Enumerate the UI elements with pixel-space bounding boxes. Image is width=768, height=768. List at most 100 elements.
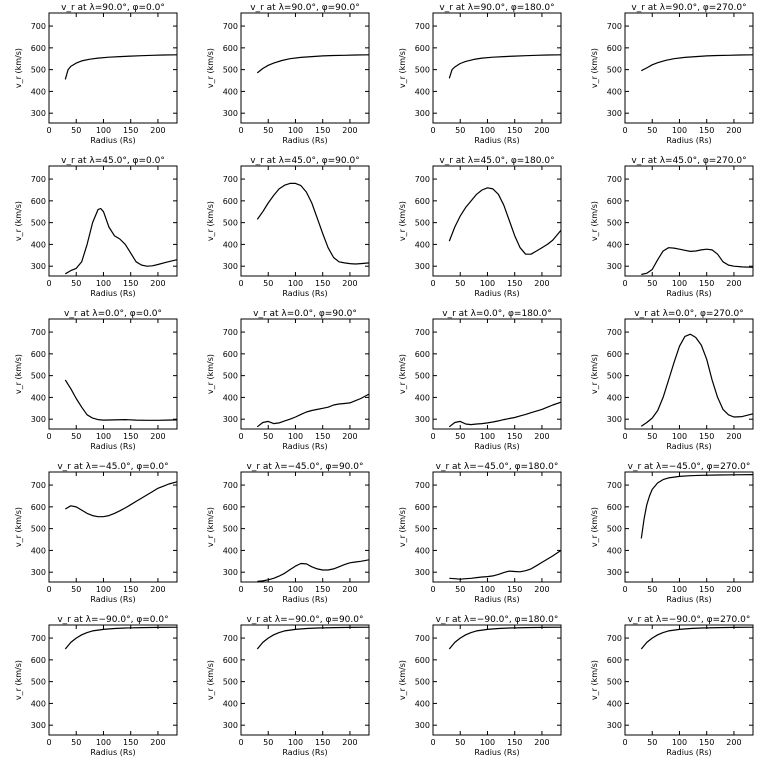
x-tick-label: 200 <box>150 432 165 441</box>
subplot-10: 0 50 100 150 200 300 400 500 600 700 v_r at λ=0.0°… <box>398 309 562 451</box>
x-tick-label: 50 <box>647 585 657 594</box>
y-tick-label: 500 <box>607 372 622 381</box>
y-tick-label: 700 <box>607 481 622 490</box>
x-tick-label: 150 <box>123 279 138 288</box>
x-tick-label: 100 <box>672 126 687 135</box>
y-tick-label: 400 <box>415 87 430 96</box>
y-tick-label: 400 <box>31 240 46 249</box>
x-tick-label: 50 <box>647 432 657 441</box>
subplot-5: 0 50 100 150 200 300 400 500 600 700 v_r at λ=45.0… <box>206 156 370 298</box>
y-tick-label: 500 <box>31 525 46 534</box>
subplot-0: 0 50 100 150 200 300 400 500 600 700 v_r at λ=90.0… <box>14 3 178 145</box>
y-tick-label: 300 <box>31 109 46 118</box>
y-tick-label: 500 <box>607 678 622 687</box>
x-tick-label: 200 <box>534 279 549 288</box>
y-tick-label: 500 <box>223 372 238 381</box>
y-axis-label: v_r (km/s) <box>206 354 215 394</box>
y-tick-label: 300 <box>607 721 622 730</box>
plot-frame <box>432 12 562 124</box>
y-axis-label: v_r (km/s) <box>398 48 407 88</box>
x-tick-label: 150 <box>123 738 138 747</box>
x-tick-label: 0 <box>430 432 435 441</box>
y-tick-label: 400 <box>31 699 46 708</box>
series-line <box>64 626 178 650</box>
x-tick-label: 0 <box>622 585 627 594</box>
y-tick-label: 400 <box>607 546 622 555</box>
x-tick-label: 100 <box>480 738 495 747</box>
x-tick-label: 100 <box>480 126 495 135</box>
subplot-15: 0 50 100 150 200 300 400 500 600 700 v_r at λ=−45.… <box>590 462 754 604</box>
x-axis-label: Radius (Rs) <box>90 136 135 145</box>
x-tick-label: 200 <box>534 432 549 441</box>
y-axis-label: v_r (km/s) <box>14 660 23 700</box>
y-axis-label: v_r (km/s) <box>14 48 23 88</box>
subplot-title: v_r at λ=−45.0°, φ=0.0° <box>57 462 168 472</box>
series-line <box>641 54 754 72</box>
y-tick-label: 300 <box>415 109 430 118</box>
y-tick-label: 600 <box>607 350 622 359</box>
y-tick-label: 400 <box>223 393 238 402</box>
subplot-19: 0 50 100 150 200 300 400 500 600 700 v_r at λ=−90.… <box>590 615 754 757</box>
x-tick-label: 50 <box>455 279 465 288</box>
x-tick-label: 100 <box>672 432 687 441</box>
plot-frame <box>432 624 562 736</box>
y-tick-label: 700 <box>415 634 430 643</box>
x-tick-label: 100 <box>672 279 687 288</box>
x-axis-label: Radius (Rs) <box>666 289 711 298</box>
plot-frame <box>240 318 370 430</box>
x-tick-label: 150 <box>699 126 714 135</box>
x-tick-label: 100 <box>288 432 303 441</box>
x-tick-label: 200 <box>534 585 549 594</box>
x-tick-label: 0 <box>430 738 435 747</box>
x-tick-label: 50 <box>263 585 273 594</box>
y-tick-label: 300 <box>415 568 430 577</box>
y-tick-label: 400 <box>223 240 238 249</box>
x-tick-label: 100 <box>672 585 687 594</box>
subplot-3: 0 50 100 150 200 300 400 500 600 700 v_r at λ=90.0… <box>590 3 754 145</box>
y-axis-label: v_r (km/s) <box>398 354 407 394</box>
subplot-8: 0 50 100 150 200 300 400 500 600 700 v_r at λ=0.0°… <box>14 309 178 451</box>
x-axis-label: Radius (Rs) <box>666 595 711 604</box>
y-tick-label: 700 <box>31 634 46 643</box>
plot-frame <box>624 471 754 583</box>
x-tick-label: 200 <box>726 738 741 747</box>
y-tick-label: 300 <box>607 568 622 577</box>
x-axis-label: Radius (Rs) <box>474 442 519 451</box>
y-tick-label: 600 <box>31 350 46 359</box>
x-tick-label: 50 <box>455 738 465 747</box>
y-tick-label: 700 <box>607 328 622 337</box>
y-tick-label: 600 <box>415 350 430 359</box>
x-tick-label: 0 <box>622 738 627 747</box>
plot-frame <box>48 624 178 736</box>
y-tick-label: 500 <box>415 525 430 534</box>
plot-frame <box>432 471 562 583</box>
subplot-title: v_r at λ=−45.0°, φ=90.0° <box>247 462 364 472</box>
subplot-17: 0 50 100 150 200 300 400 500 600 700 v_r at λ=−90.… <box>206 615 370 757</box>
subplot-2: 0 50 100 150 200 300 400 500 600 700 v_r at λ=90.0… <box>398 3 562 145</box>
x-tick-label: 100 <box>288 585 303 594</box>
x-tick-label: 50 <box>263 126 273 135</box>
x-tick-label: 50 <box>263 738 273 747</box>
x-tick-label: 150 <box>123 585 138 594</box>
subplot-title: v_r at λ=90.0°, φ=270.0° <box>631 3 746 13</box>
x-tick-label: 100 <box>96 738 111 747</box>
plot-frame <box>432 165 562 277</box>
subplot-6: 0 50 100 150 200 300 400 500 600 700 v_r at λ=45.0… <box>398 156 562 298</box>
series-line <box>256 393 370 428</box>
y-tick-label: 500 <box>607 66 622 75</box>
x-tick-label: 200 <box>150 585 165 594</box>
y-tick-label: 600 <box>415 44 430 53</box>
series-line <box>256 54 370 74</box>
x-tick-label: 200 <box>150 126 165 135</box>
x-tick-label: 100 <box>96 585 111 594</box>
x-axis-label: Radius (Rs) <box>90 748 135 757</box>
x-tick-label: 0 <box>46 126 51 135</box>
y-tick-label: 500 <box>31 219 46 228</box>
y-tick-label: 400 <box>31 87 46 96</box>
y-tick-label: 400 <box>415 240 430 249</box>
plot-frame <box>624 318 754 430</box>
subplot-title: v_r at λ=90.0°, φ=0.0° <box>61 3 165 13</box>
x-tick-label: 50 <box>71 585 81 594</box>
y-tick-label: 400 <box>607 393 622 402</box>
x-tick-label: 200 <box>534 126 549 135</box>
